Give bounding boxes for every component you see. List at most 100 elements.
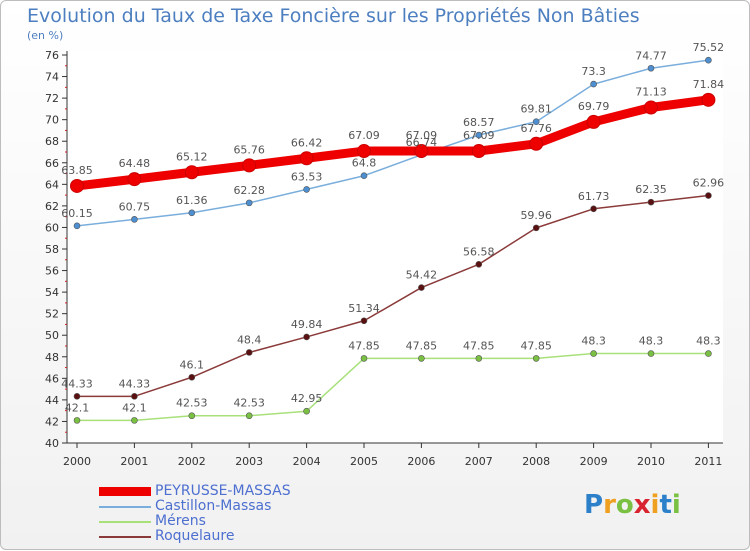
data-point <box>303 333 310 341</box>
series-line <box>76 59 710 227</box>
data-point <box>475 131 483 139</box>
data-point <box>644 100 658 115</box>
y-tick-label: 48 <box>45 351 59 364</box>
data-label: 67.09 <box>348 129 380 142</box>
data-point <box>475 261 483 268</box>
data-label: 42.1 <box>65 401 90 414</box>
data-point <box>360 317 368 325</box>
data-point <box>590 205 597 213</box>
data-label: 48.3 <box>639 335 664 348</box>
data-label: 42.1 <box>122 401 147 414</box>
data-point <box>418 284 425 291</box>
data-label: 67.09 <box>406 129 438 142</box>
data-point <box>586 114 601 129</box>
data-point <box>299 151 314 166</box>
data-point <box>70 178 84 193</box>
x-tick-label: 2002 <box>178 455 206 468</box>
data-label: 60.15 <box>61 207 93 220</box>
y-tick-label: 76 <box>45 49 59 62</box>
data-label: 47.85 <box>348 339 380 352</box>
y-tick-label: 68 <box>45 135 59 148</box>
logo-letter: i <box>671 490 681 520</box>
data-point <box>532 355 540 362</box>
x-tick-label: 2006 <box>407 455 435 468</box>
data-label: 74.77 <box>635 49 667 62</box>
data-label: 63.85 <box>61 164 93 177</box>
data-point <box>73 417 81 424</box>
y-tick-label: 54 <box>45 286 59 299</box>
x-tick-label: 2007 <box>465 455 493 468</box>
series-line <box>76 352 710 422</box>
y-tick-label: 44 <box>45 394 59 407</box>
logo-letter: t <box>659 490 672 520</box>
data-label: 68.57 <box>463 116 495 129</box>
data-point <box>245 199 253 207</box>
legend-label-merens: Mérens <box>155 513 206 529</box>
data-label: 69.81 <box>520 103 552 116</box>
y-tick-label: 64 <box>45 178 59 191</box>
data-label: 48.3 <box>696 335 721 348</box>
y-tick-label: 74 <box>45 71 59 84</box>
y-tick-label: 50 <box>45 329 59 342</box>
data-label: 47.85 <box>406 339 438 352</box>
logo-letter: x <box>633 490 651 520</box>
x-tick-label: 2005 <box>350 455 378 468</box>
chart-subtitle: (en %) <box>27 29 64 42</box>
data-label: 54.42 <box>406 269 438 282</box>
y-tick-label: 60 <box>45 221 59 234</box>
data-label: 61.36 <box>176 194 208 207</box>
data-label: 64.48 <box>119 157 151 170</box>
data-point <box>184 165 199 180</box>
data-label: 48.3 <box>581 335 606 348</box>
data-label: 42.53 <box>233 397 265 410</box>
y-tick-label: 58 <box>45 243 59 256</box>
data-label: 63.53 <box>291 170 323 183</box>
logo-letter: P <box>584 490 604 520</box>
data-label: 47.85 <box>463 339 495 352</box>
data-point <box>360 172 368 180</box>
data-point <box>705 56 712 64</box>
chart-title: Evolution du Taux de Taxe Foncière sur l… <box>27 5 640 27</box>
data-point <box>705 192 712 199</box>
data-point <box>590 80 597 88</box>
data-point <box>242 158 257 173</box>
x-tick-label: 2003 <box>235 455 263 468</box>
data-point <box>245 412 253 420</box>
data-point <box>73 393 81 400</box>
x-tick-label: 2011 <box>694 455 722 468</box>
series-line <box>72 95 713 191</box>
data-point <box>303 186 310 193</box>
data-label: 65.76 <box>233 143 265 156</box>
data-label: 67.76 <box>520 122 552 135</box>
y-tick-label: 56 <box>45 265 59 278</box>
y-tick-label: 46 <box>45 372 59 385</box>
data-point <box>127 172 142 187</box>
data-point <box>245 349 253 356</box>
y-tick-label: 42 <box>45 415 59 428</box>
legend-swatch-roquelaure <box>99 536 151 538</box>
data-label: 47.85 <box>520 339 552 352</box>
data-point <box>131 393 138 400</box>
data-point <box>471 144 486 159</box>
x-tick-label: 2001 <box>120 455 148 468</box>
data-label: 75.52 <box>693 41 725 54</box>
data-label: 44.33 <box>61 377 93 390</box>
data-point <box>532 118 540 126</box>
data-label: 51.34 <box>348 302 380 315</box>
x-tick-label: 2000 <box>63 455 91 468</box>
data-point <box>357 144 371 159</box>
data-label: 49.84 <box>291 318 323 331</box>
data-label: 66.74 <box>406 136 438 149</box>
logo-letter: i <box>650 490 660 520</box>
data-label: 71.84 <box>693 78 725 91</box>
data-label: 66.42 <box>291 136 323 149</box>
data-point <box>532 224 540 232</box>
logo-letter: o <box>615 490 634 520</box>
legend-label-castillon: Castillon-Massas <box>155 498 272 514</box>
data-label: 46.1 <box>180 358 205 371</box>
data-point <box>418 355 425 362</box>
data-label: 67.09 <box>463 129 495 142</box>
data-point <box>529 136 544 151</box>
data-point <box>73 222 81 230</box>
